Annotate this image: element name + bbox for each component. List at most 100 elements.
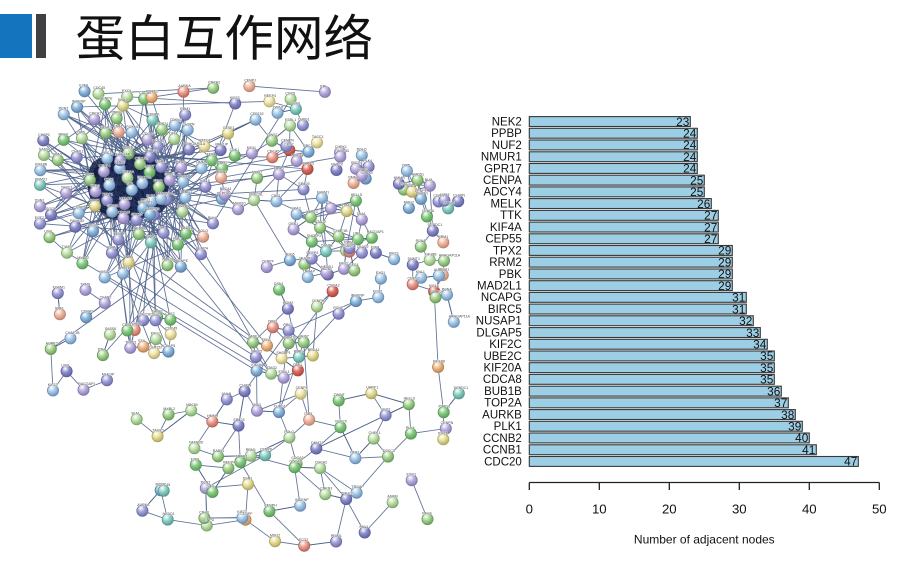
svg-text:BIRC5: BIRC5 bbox=[488, 304, 522, 316]
svg-text:ECT2: ECT2 bbox=[35, 216, 44, 220]
svg-text:RAD51: RAD51 bbox=[181, 226, 193, 230]
svg-text:STIL: STIL bbox=[320, 84, 328, 88]
svg-text:DSN1: DSN1 bbox=[243, 477, 253, 481]
svg-text:CHEK1: CHEK1 bbox=[369, 431, 381, 435]
svg-text:AURKA: AURKA bbox=[137, 503, 150, 507]
svg-text:FANCI: FANCI bbox=[274, 167, 285, 171]
svg-text:BUB1: BUB1 bbox=[323, 267, 332, 271]
svg-text:CLSPN: CLSPN bbox=[239, 384, 251, 388]
svg-text:CENPE: CENPE bbox=[415, 189, 428, 193]
svg-text:ASPM: ASPM bbox=[439, 193, 449, 197]
svg-text:CENPN: CENPN bbox=[74, 206, 87, 210]
svg-text:CDC45: CDC45 bbox=[159, 483, 171, 487]
svg-text:BUB1: BUB1 bbox=[294, 349, 303, 353]
svg-text:ERCC6L: ERCC6L bbox=[138, 313, 152, 317]
svg-text:CDC6: CDC6 bbox=[199, 510, 209, 514]
svg-text:CDT1: CDT1 bbox=[122, 323, 131, 327]
svg-text:NEDD1: NEDD1 bbox=[163, 512, 175, 516]
svg-text:CEP55: CEP55 bbox=[485, 234, 521, 246]
svg-text:PLK4: PLK4 bbox=[363, 159, 372, 163]
svg-text:CCNB1: CCNB1 bbox=[483, 445, 522, 457]
svg-text:KIF23: KIF23 bbox=[90, 184, 100, 188]
svg-text:CENPK: CENPK bbox=[260, 448, 273, 452]
svg-text:REEP4: REEP4 bbox=[223, 461, 235, 465]
svg-text:BLM: BLM bbox=[132, 412, 139, 416]
svg-text:CENPF: CENPF bbox=[113, 232, 126, 236]
svg-text:OIP5: OIP5 bbox=[402, 163, 410, 167]
svg-text:DSCC1: DSCC1 bbox=[177, 204, 189, 208]
svg-text:CDCA5: CDCA5 bbox=[291, 456, 303, 460]
svg-text:KNL1: KNL1 bbox=[114, 124, 123, 128]
svg-text:CENPA: CENPA bbox=[483, 175, 522, 187]
svg-text:SGO1: SGO1 bbox=[291, 101, 301, 105]
svg-text:CENPF: CENPF bbox=[262, 260, 275, 264]
svg-text:AURKC: AURKC bbox=[46, 341, 59, 345]
svg-text:NMUR1: NMUR1 bbox=[481, 152, 522, 164]
svg-text:TTK: TTK bbox=[500, 210, 522, 222]
svg-text:PRC1: PRC1 bbox=[102, 151, 112, 155]
svg-text:POLE2: POLE2 bbox=[146, 90, 158, 94]
svg-text:37: 37 bbox=[774, 396, 787, 410]
svg-text:CKS2: CKS2 bbox=[104, 177, 113, 181]
svg-text:KNL1: KNL1 bbox=[360, 525, 369, 529]
svg-text:OIP5: OIP5 bbox=[77, 131, 85, 135]
svg-text:PRIM1: PRIM1 bbox=[112, 111, 123, 115]
svg-text:10: 10 bbox=[592, 501, 607, 516]
svg-text:MIS12: MIS12 bbox=[100, 270, 110, 274]
svg-text:SKA3: SKA3 bbox=[53, 153, 62, 157]
svg-text:PLK4: PLK4 bbox=[208, 216, 217, 220]
svg-text:35: 35 bbox=[760, 373, 774, 387]
svg-text:TACC3: TACC3 bbox=[152, 429, 164, 433]
svg-text:LIN9: LIN9 bbox=[353, 232, 361, 236]
svg-text:KIF2C: KIF2C bbox=[489, 339, 522, 351]
svg-text:32: 32 bbox=[739, 314, 752, 328]
svg-text:34: 34 bbox=[753, 338, 767, 352]
svg-text:30: 30 bbox=[732, 501, 747, 516]
svg-text:25: 25 bbox=[690, 185, 704, 199]
svg-text:CDCA3: CDCA3 bbox=[361, 171, 373, 175]
svg-text:TROAP: TROAP bbox=[303, 270, 316, 274]
svg-text:CENPK: CENPK bbox=[147, 113, 160, 117]
svg-text:FEN1: FEN1 bbox=[262, 338, 271, 342]
svg-text:CDK1: CDK1 bbox=[85, 172, 95, 176]
svg-text:HELLS: HELLS bbox=[351, 193, 363, 197]
svg-text:PLK4: PLK4 bbox=[406, 426, 415, 430]
svg-text:NCAPG: NCAPG bbox=[481, 292, 522, 304]
svg-text:DNMT1: DNMT1 bbox=[35, 177, 47, 181]
svg-text:HELLS: HELLS bbox=[404, 397, 416, 401]
svg-text:ERCC6L: ERCC6L bbox=[137, 176, 151, 180]
svg-text:50: 50 bbox=[872, 501, 887, 516]
svg-text:CHAF1B: CHAF1B bbox=[65, 331, 80, 335]
svg-text:FOXM1: FOXM1 bbox=[317, 190, 329, 194]
svg-text:ECT2: ECT2 bbox=[299, 538, 308, 542]
svg-text:FANCI: FANCI bbox=[152, 310, 163, 314]
svg-text:BRCA1: BRCA1 bbox=[308, 348, 320, 352]
svg-text:ORC1: ORC1 bbox=[90, 198, 100, 202]
svg-text:DSCC1: DSCC1 bbox=[399, 182, 411, 186]
svg-text:KIF22: KIF22 bbox=[339, 261, 349, 265]
svg-text:PPBP: PPBP bbox=[491, 128, 522, 140]
svg-text:AURKC: AURKC bbox=[306, 210, 319, 214]
svg-text:27: 27 bbox=[704, 209, 717, 223]
svg-text:29: 29 bbox=[718, 279, 731, 293]
svg-text:TYMS: TYMS bbox=[342, 204, 353, 208]
svg-text:DTL: DTL bbox=[98, 348, 105, 352]
svg-text:KIF22: KIF22 bbox=[48, 383, 58, 387]
svg-text:CKAP5: CKAP5 bbox=[302, 161, 314, 165]
svg-text:E2F8: E2F8 bbox=[191, 457, 200, 461]
svg-text:DSN1: DSN1 bbox=[35, 199, 45, 203]
svg-text:KIF18A: KIF18A bbox=[251, 363, 264, 367]
svg-text:ANLN: ANLN bbox=[407, 184, 417, 188]
svg-text:23: 23 bbox=[676, 115, 690, 129]
svg-text:SGO1: SGO1 bbox=[380, 408, 390, 412]
svg-text:ANLN: ANLN bbox=[222, 392, 232, 396]
svg-text:FOXM1: FOXM1 bbox=[53, 286, 65, 290]
svg-text:RFC4: RFC4 bbox=[349, 263, 358, 267]
svg-text:25: 25 bbox=[690, 173, 704, 187]
svg-text:RRM1: RRM1 bbox=[246, 448, 256, 452]
svg-text:CDT1: CDT1 bbox=[123, 146, 132, 150]
svg-text:PCNT: PCNT bbox=[59, 107, 70, 111]
svg-text:FAM83D: FAM83D bbox=[335, 149, 349, 153]
svg-text:33: 33 bbox=[746, 326, 760, 340]
svg-text:GTSE1: GTSE1 bbox=[223, 126, 235, 130]
